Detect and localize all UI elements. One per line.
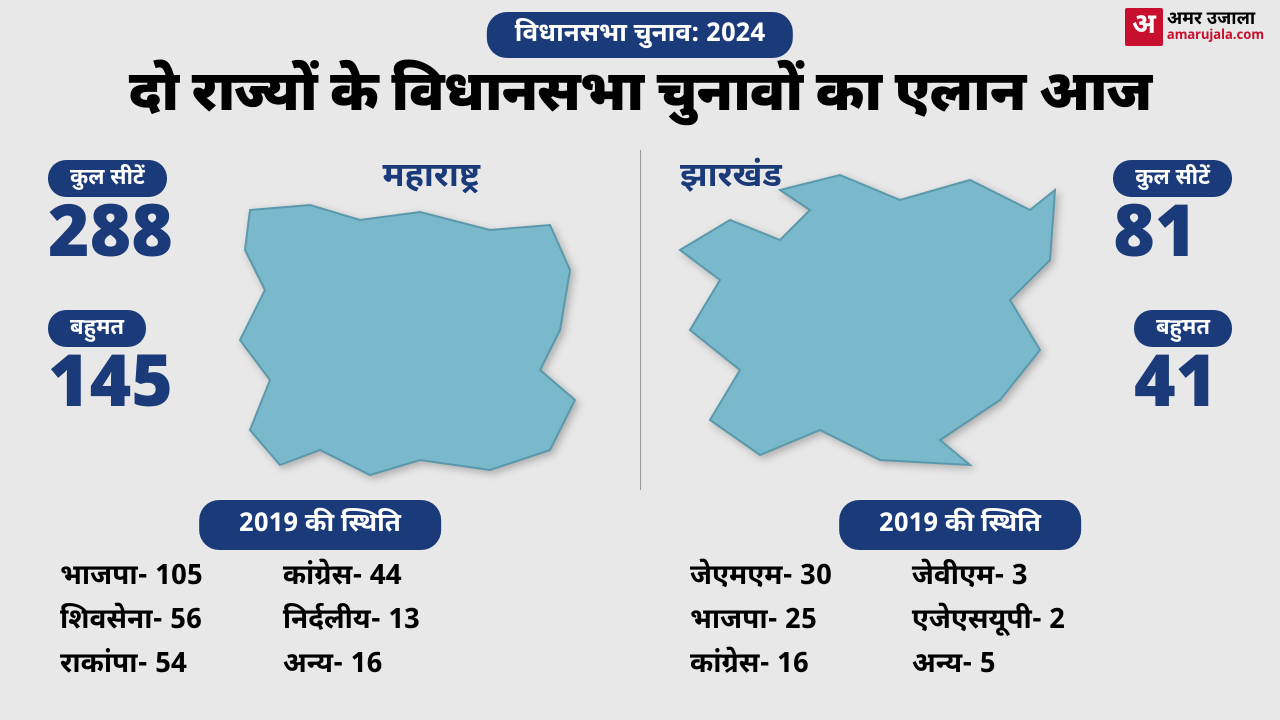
logo-text: अमर उजाला amarujala.com bbox=[1167, 12, 1264, 43]
map-jharkhand bbox=[660, 170, 1060, 470]
panel-maharashtra: महाराष्ट्र कुल सीटें 288 बहुमत 145 2019 … bbox=[0, 150, 640, 710]
logo-icon: अ bbox=[1125, 8, 1163, 46]
result-item: भाजपा- 105 bbox=[60, 560, 203, 596]
results-col-2: कांग्रेस- 44 निर्दलीय- 13 अन्य- 16 bbox=[283, 560, 420, 684]
results-col-1: जेएमएम- 30 भाजपा- 25 कांग्रेस- 16 bbox=[690, 560, 832, 684]
results-col-1: भाजपा- 105 शिवसेना- 56 राकांपा- 54 bbox=[60, 560, 203, 684]
panel-jharkhand: झारखंड कुल सीटें 81 बहुमत 41 2019 की स्थ… bbox=[640, 150, 1280, 710]
result-item: अन्य- 16 bbox=[283, 648, 420, 684]
result-item: शिवसेना- 56 bbox=[60, 604, 203, 640]
total-seats-block: कुल सीटें 288 bbox=[48, 160, 173, 275]
majority-value: 41 bbox=[1134, 353, 1232, 425]
majority-block: बहुमत 145 bbox=[48, 310, 173, 425]
result-item: कांग्रेस- 44 bbox=[283, 560, 420, 596]
state-name: महाराष्ट्र bbox=[382, 156, 480, 200]
status-pill: 2019 की स्थिति bbox=[199, 500, 441, 550]
seats-value: 81 bbox=[1113, 203, 1232, 275]
seats-value: 288 bbox=[48, 203, 173, 275]
results-col-2: जेवीएम- 3 एजेएसयूपी- 2 अन्य- 5 bbox=[912, 560, 1065, 684]
result-item: राकांपा- 54 bbox=[60, 648, 203, 684]
publisher-logo: अ अमर उजाला amarujala.com bbox=[1125, 8, 1264, 46]
majority-block: बहुमत 41 bbox=[1134, 310, 1232, 425]
result-item: कांग्रेस- 16 bbox=[690, 648, 832, 684]
result-item: जेएमएम- 30 bbox=[690, 560, 832, 596]
result-item: अन्य- 5 bbox=[912, 648, 1065, 684]
logo-hindi: अमर उजाला bbox=[1167, 12, 1264, 30]
logo-english: amarujala.com bbox=[1167, 30, 1264, 43]
status-pill: 2019 की स्थिति bbox=[839, 500, 1081, 550]
map-maharashtra bbox=[220, 200, 580, 480]
results-grid: भाजपा- 105 शिवसेना- 56 राकांपा- 54 कांग्… bbox=[60, 560, 420, 684]
result-item: एजेएसयूपी- 2 bbox=[912, 604, 1065, 640]
result-item: भाजपा- 25 bbox=[690, 604, 832, 640]
total-seats-block: कुल सीटें 81 bbox=[1113, 160, 1232, 275]
result-item: जेवीएम- 3 bbox=[912, 560, 1065, 596]
majority-value: 145 bbox=[48, 353, 173, 425]
header-pill: विधानसभा चुनाव: 2024 bbox=[487, 12, 793, 58]
main-title: दो राज्यों के विधानसभा चुनावों का एलान आ… bbox=[0, 60, 1280, 133]
result-item: निर्दलीय- 13 bbox=[283, 604, 420, 640]
results-grid: जेएमएम- 30 भाजपा- 25 कांग्रेस- 16 जेवीएम… bbox=[690, 560, 1065, 684]
